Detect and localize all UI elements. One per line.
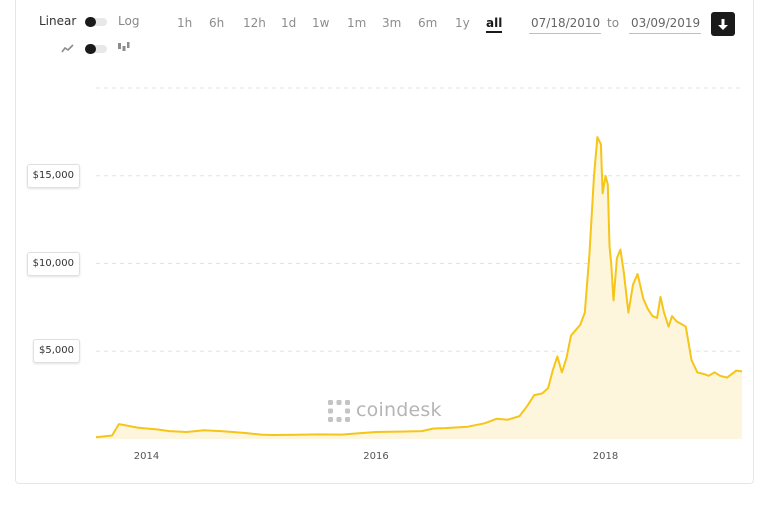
range-1d-button[interactable]: 1d	[281, 16, 297, 30]
date-to-input[interactable]	[629, 13, 701, 34]
x-tick-label-2016: 2016	[363, 451, 389, 462]
scale-linear-label: Linear	[39, 14, 77, 28]
date-from-input[interactable]	[529, 13, 601, 34]
scale-log-label: Log	[118, 14, 140, 28]
download-button[interactable]	[711, 12, 735, 36]
scale-toggle-knob	[85, 17, 96, 27]
range-6h-button[interactable]: 6h	[209, 16, 225, 30]
price-area-fill	[96, 137, 742, 439]
coindesk-logo-icon	[328, 400, 350, 422]
range-3m-button[interactable]: 3m	[382, 16, 402, 30]
scale-toggle[interactable]	[85, 17, 107, 27]
candlestick-icon[interactable]	[117, 41, 130, 53]
range-12h-button[interactable]: 12h	[243, 16, 266, 30]
range-1y-button[interactable]: 1y	[455, 16, 470, 30]
x-tick-label-2018: 2018	[592, 451, 619, 462]
y-tick-label-15000: $15,000	[26, 163, 80, 188]
range-1m-button[interactable]: 1m	[347, 16, 367, 30]
coindesk-watermark: coindesk	[327, 399, 441, 425]
date-to-separator: to	[607, 16, 620, 30]
range-1w-button[interactable]: 1w	[312, 16, 330, 30]
chart-style-toggle[interactable]	[85, 44, 107, 54]
chart-style-toggle-knob	[85, 44, 96, 54]
download-arrow-icon	[718, 19, 728, 30]
x-tick-label-2014: 2014	[133, 451, 160, 462]
chart-toolbar: Linear Log 1h 6h 12h 1d 1w 1m 3m 6m 1y a…	[0, 0, 766, 70]
y-tick-label-10000: $10,000	[26, 251, 80, 276]
line-chart-icon[interactable]	[61, 44, 74, 54]
range-all-button[interactable]: all	[486, 16, 503, 33]
range-1h-button[interactable]: 1h	[177, 16, 193, 30]
y-tick-label-5000: $5,000	[33, 339, 80, 364]
price-line	[95, 136, 743, 439]
watermark-text: coindesk	[356, 399, 442, 421]
range-6m-button[interactable]: 6m	[418, 16, 438, 30]
